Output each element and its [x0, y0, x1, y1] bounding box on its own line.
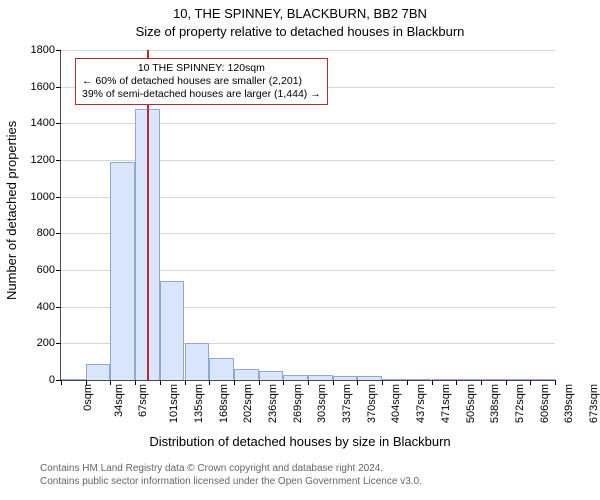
x-tick-mark	[481, 380, 482, 385]
x-tick-label: 471sqm	[440, 384, 452, 423]
y-axis-label: Number of detached properties	[4, 121, 19, 300]
x-tick-label: 572sqm	[514, 384, 526, 423]
x-tick-label: 437sqm	[415, 384, 427, 423]
x-tick-label: 34sqm	[113, 384, 125, 417]
footer-line-1: Contains HM Land Registry data © Crown c…	[0, 462, 600, 475]
x-tick-label: 236sqm	[267, 384, 279, 423]
x-axis-label: Distribution of detached houses by size …	[0, 434, 600, 449]
y-tick-mark	[56, 50, 61, 51]
annotation-line-1: 10 THE SPINNEY: 120sqm	[82, 62, 321, 75]
x-tick-mark	[160, 380, 161, 385]
x-tick-label: 101sqm	[168, 384, 180, 423]
x-tick-label: 168sqm	[218, 384, 230, 423]
x-tick-mark	[357, 380, 358, 385]
x-tick-label: 673sqm	[588, 384, 600, 423]
histogram-bar	[382, 379, 407, 380]
histogram-bar	[185, 343, 210, 380]
footer-attribution: Contains HM Land Registry data © Crown c…	[0, 462, 600, 488]
histogram-bar	[61, 379, 86, 380]
y-tick-mark	[56, 123, 61, 124]
x-tick-mark	[456, 380, 457, 385]
histogram-bar	[432, 379, 457, 380]
x-tick-label: 370sqm	[366, 384, 378, 423]
x-tick-mark	[234, 380, 235, 385]
histogram-bar	[234, 369, 259, 380]
x-tick-mark	[530, 380, 531, 385]
y-tick-mark	[56, 233, 61, 234]
x-tick-label: 202sqm	[242, 384, 254, 423]
x-tick-label: 505sqm	[465, 384, 477, 423]
x-tick-mark	[333, 380, 334, 385]
x-tick-mark	[86, 380, 87, 385]
x-tick-label: 606sqm	[539, 384, 551, 423]
annotation-line-3: 39% of semi-detached houses are larger (…	[82, 88, 321, 101]
x-tick-label: 639sqm	[563, 384, 575, 423]
x-tick-mark	[135, 380, 136, 385]
footer-line-2: Contains public sector information licen…	[0, 475, 600, 488]
x-tick-mark	[432, 380, 433, 385]
x-tick-label: 538sqm	[489, 384, 501, 423]
histogram-bar	[283, 375, 308, 381]
histogram-bar	[308, 375, 333, 381]
histogram-bar	[357, 376, 382, 380]
x-tick-mark	[209, 380, 210, 385]
y-tick-mark	[56, 270, 61, 271]
histogram-bar	[481, 379, 506, 380]
histogram-bar	[110, 162, 135, 380]
x-tick-mark	[283, 380, 284, 385]
histogram-bar	[407, 379, 432, 380]
gridline	[61, 50, 555, 51]
title-address: 10, THE SPINNEY, BLACKBURN, BB2 7BN	[0, 6, 600, 21]
histogram-bar	[456, 379, 481, 380]
title-subtitle: Size of property relative to detached ho…	[0, 24, 600, 39]
x-tick-mark	[308, 380, 309, 385]
x-tick-label: 303sqm	[316, 384, 328, 423]
histogram-bar	[160, 281, 185, 380]
x-tick-label: 269sqm	[292, 384, 304, 423]
x-tick-label: 0sqm	[82, 384, 94, 411]
y-tick-mark	[56, 87, 61, 88]
x-tick-label: 67sqm	[137, 384, 149, 417]
x-tick-mark	[555, 380, 556, 385]
histogram-bar	[333, 376, 358, 380]
x-tick-mark	[407, 380, 408, 385]
y-tick-mark	[56, 160, 61, 161]
histogram-bar	[86, 364, 111, 381]
histogram-bar	[209, 358, 234, 380]
x-tick-mark	[110, 380, 111, 385]
x-tick-mark	[61, 380, 62, 385]
y-tick-mark	[56, 307, 61, 308]
histogram-bar	[259, 371, 284, 380]
annotation-line-2: ← 60% of detached houses are smaller (2,…	[82, 75, 321, 88]
x-tick-label: 404sqm	[391, 384, 403, 423]
annotation-box: 10 THE SPINNEY: 120sqm← 60% of detached …	[75, 58, 328, 105]
x-tick-mark	[259, 380, 260, 385]
y-tick-mark	[56, 343, 61, 344]
x-tick-label: 135sqm	[193, 384, 205, 423]
x-tick-mark	[506, 380, 507, 385]
x-tick-mark	[185, 380, 186, 385]
x-tick-mark	[382, 380, 383, 385]
x-tick-label: 337sqm	[341, 384, 353, 423]
histogram-bar	[530, 379, 555, 380]
y-tick-mark	[56, 197, 61, 198]
histogram-bar	[506, 379, 531, 380]
